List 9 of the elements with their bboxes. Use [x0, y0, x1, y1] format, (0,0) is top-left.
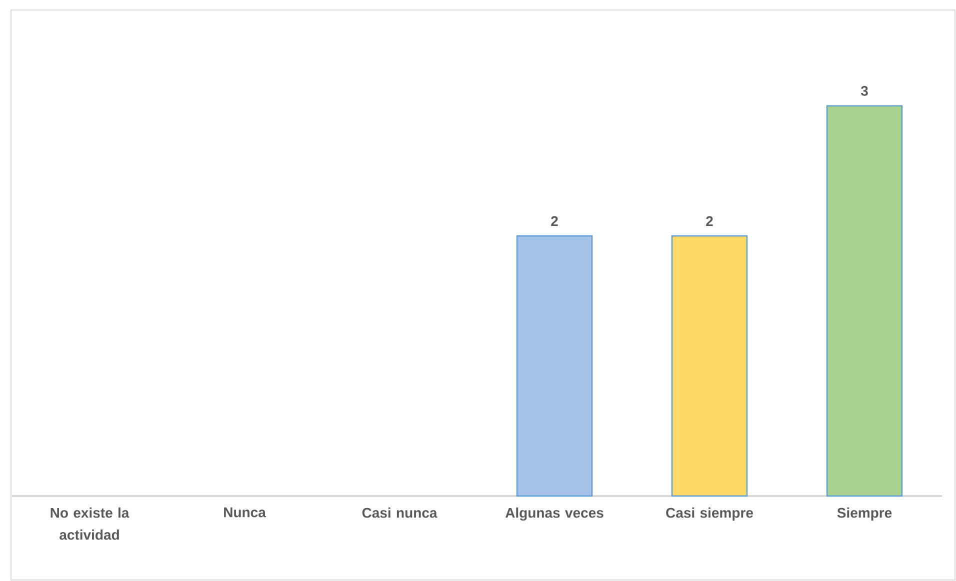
data-label: 2: [551, 216, 558, 226]
x-tick-label: Casi siempre: [666, 508, 753, 521]
x-tick-label: No existe la actividad: [50, 508, 130, 540]
x-tick-label: Algunas veces: [505, 508, 604, 521]
data-label: 3: [860, 86, 868, 96]
x-tick-label: Siempre: [837, 508, 892, 521]
data-label: 2: [706, 216, 713, 226]
x-tick-label: Casi nunca: [362, 508, 438, 518]
x-tick-label: Nunca: [224, 508, 266, 518]
